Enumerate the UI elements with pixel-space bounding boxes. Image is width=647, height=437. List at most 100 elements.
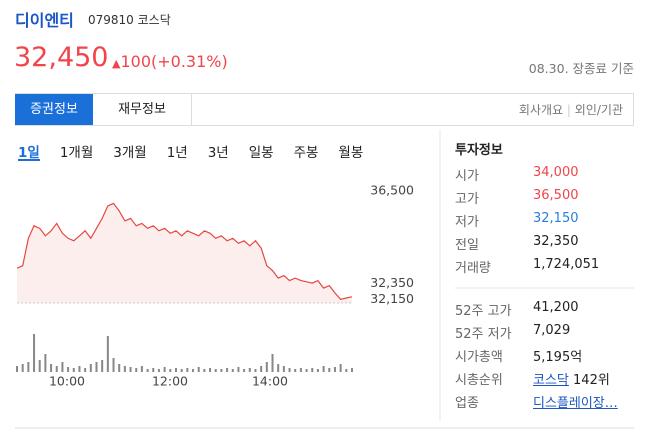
info-label: 업종 (455, 396, 479, 411)
info-label: 시가총액 (455, 350, 503, 365)
volume-bar (339, 364, 342, 372)
period-tabs: 1일 1개월 3개월 1년 3년 일봉 주봉 월봉 (18, 141, 383, 161)
info-value: 34,000 (533, 165, 579, 180)
volume-bar (305, 369, 308, 372)
volume-bar (157, 369, 160, 372)
volume-bar (277, 364, 280, 372)
up-icon: ▲ (112, 57, 121, 70)
volume-bar (294, 369, 297, 372)
volume-bar (163, 367, 166, 372)
volume-bar (174, 368, 177, 372)
value: 5,195억 (533, 350, 583, 365)
period-tab[interactable]: 1년 (166, 145, 188, 161)
volume-bar (248, 368, 251, 372)
info-label: 52주 저가 (455, 327, 512, 342)
stock-code: 079810 코스닥 (88, 11, 171, 28)
volume-bar (33, 334, 36, 372)
volume-bar (226, 368, 229, 372)
volume-bar (112, 358, 115, 372)
info-label: 고가 (455, 192, 479, 207)
value: 32,350 (533, 234, 579, 249)
volume-bar (209, 368, 212, 372)
volume-bar (271, 354, 274, 372)
link[interactable]: 외인/기관 (574, 103, 623, 117)
volume-bar (152, 368, 155, 372)
period-tab[interactable]: 주봉 (293, 145, 319, 161)
area (17, 203, 352, 303)
period-tab[interactable]: 1일 (18, 145, 40, 161)
info-label: 시가 (455, 169, 479, 184)
volume-bar (328, 368, 331, 372)
volume-bar (140, 366, 143, 372)
volume-bar (192, 369, 195, 372)
volume-bar (169, 369, 172, 372)
period-tab[interactable]: 1개월 (59, 145, 94, 161)
volume-bar (237, 367, 240, 372)
info-label: 52주 고가 (455, 304, 512, 319)
volume-bar (146, 369, 149, 372)
volume-bar (299, 368, 302, 372)
period-tab[interactable]: 월봉 (338, 145, 364, 161)
volume-bar (197, 367, 200, 372)
volume-bar (118, 364, 121, 372)
info-value: 디스플레이장… (533, 392, 618, 411)
info-label: 전일 (455, 238, 479, 253)
volume-bar (84, 368, 87, 372)
volume-bar (21, 364, 24, 372)
info-value: 코스닥 142위 (533, 369, 610, 388)
volume-bar (243, 369, 246, 372)
volume-bar (203, 369, 206, 372)
stock-name[interactable]: 디이엔티 (15, 11, 74, 30)
info-link[interactable]: 코스닥 (533, 373, 569, 388)
volume-bar (220, 369, 223, 372)
volume-bar (44, 354, 47, 372)
volume-bar (254, 369, 257, 372)
volume-bar (288, 368, 291, 372)
y-tick-label: 32,350 (370, 275, 414, 290)
info-value: 1,724,051 (533, 257, 599, 272)
volume-bar (333, 367, 336, 372)
info-value: 32,150 (533, 211, 579, 226)
volume-bar (67, 367, 70, 372)
change-value: 100(+0.31%) (120, 52, 228, 71)
volume-bar (231, 369, 234, 372)
volume-bar (351, 368, 353, 372)
volume-bar (38, 360, 41, 372)
price-line (16, 202, 353, 300)
volume-bar (95, 362, 98, 372)
x-tick-label: 12:00 (152, 374, 188, 389)
value: 1,724,051 (533, 257, 600, 272)
info-value: 41,200 (533, 300, 579, 315)
volume-bar (129, 367, 132, 372)
value: 36,500 (533, 188, 579, 203)
volume-bar (78, 366, 81, 372)
price: 32,450 (14, 42, 109, 73)
volume-bar (345, 369, 348, 372)
y-tick-label: 32,150 (370, 291, 414, 306)
period-tab[interactable]: 3개월 (113, 145, 147, 161)
volume-bar (186, 368, 189, 372)
x-tick-label: 14:00 (252, 374, 288, 389)
info-link[interactable]: 디스플레이장… (533, 396, 618, 411)
tab-bar: 증권정보 재무정보 (15, 93, 634, 126)
period-tab[interactable]: 3년 (207, 145, 229, 161)
volume-bar (282, 366, 285, 372)
link[interactable]: 회사개요 (518, 103, 564, 117)
tab[interactable]: 증권정보 (15, 94, 93, 125)
volume-bar (101, 360, 104, 372)
volume-bar (16, 366, 18, 372)
info-value: 5,195억 (533, 346, 582, 365)
info-value: 36,500 (533, 188, 579, 203)
volume-bar (180, 369, 183, 372)
period-tab[interactable]: 일봉 (248, 145, 274, 161)
info-label: 저가 (455, 215, 479, 230)
volume-bar (27, 362, 30, 372)
code: 079810 (88, 13, 134, 27)
tab[interactable]: 재무정보 (93, 94, 192, 125)
volume-bar (123, 366, 126, 372)
info-label: 거래량 (455, 261, 491, 276)
volume-bar (135, 368, 138, 372)
volume-bar (311, 368, 314, 372)
